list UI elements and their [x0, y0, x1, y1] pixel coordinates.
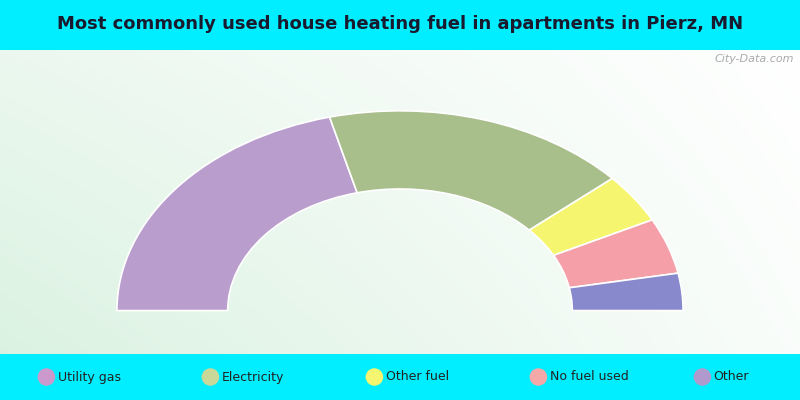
Ellipse shape — [38, 368, 55, 386]
Wedge shape — [554, 220, 678, 288]
Ellipse shape — [202, 368, 219, 386]
Wedge shape — [330, 111, 612, 230]
Text: Other fuel: Other fuel — [386, 370, 449, 384]
Text: No fuel used: No fuel used — [550, 370, 628, 384]
Text: Utility gas: Utility gas — [58, 370, 121, 384]
Text: City-Data.com: City-Data.com — [714, 54, 794, 64]
Ellipse shape — [530, 368, 547, 386]
Wedge shape — [117, 117, 357, 310]
Wedge shape — [570, 273, 683, 310]
Text: Other: Other — [714, 370, 749, 384]
Ellipse shape — [694, 368, 711, 386]
Ellipse shape — [366, 368, 383, 386]
Text: Electricity: Electricity — [222, 370, 284, 384]
Text: Most commonly used house heating fuel in apartments in Pierz, MN: Most commonly used house heating fuel in… — [57, 15, 743, 33]
Wedge shape — [530, 178, 652, 255]
